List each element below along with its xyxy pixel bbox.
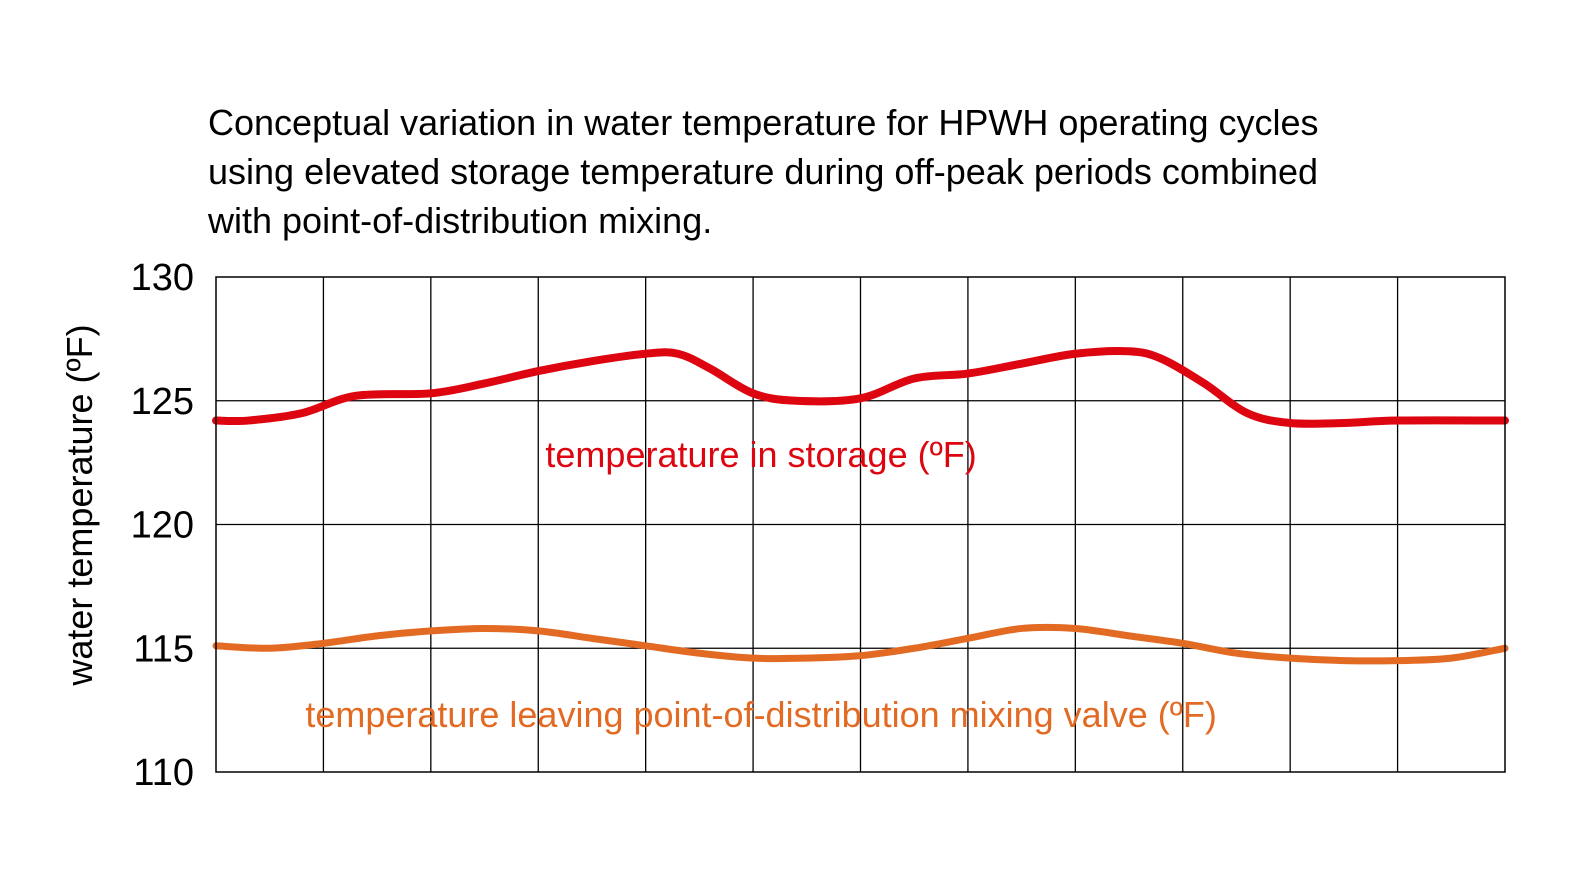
y-tick-label: 110 bbox=[133, 752, 194, 794]
series-label-2: temperature leaving point-of-distributio… bbox=[305, 694, 1217, 735]
grid bbox=[216, 277, 1505, 772]
y-tick-label: 115 bbox=[133, 628, 194, 670]
series-line-2 bbox=[212, 623, 1509, 665]
series-label-1: temperature in storage (ºF) bbox=[545, 434, 976, 475]
series-line-1 bbox=[212, 347, 1509, 428]
y-tick-label: 125 bbox=[131, 381, 194, 423]
y-tick-label: 130 bbox=[131, 257, 194, 299]
series-labels: temperature in storage (ºF) temperature l… bbox=[305, 434, 1217, 735]
chart-title-line-1: Conceptual variation in water temperatur… bbox=[208, 102, 1319, 143]
chart-title-line-3: with point-of-distribution mixing. bbox=[208, 200, 713, 241]
series-lines bbox=[212, 347, 1509, 665]
y-tick-label: 120 bbox=[131, 505, 194, 547]
plot-frame bbox=[215, 276, 1506, 773]
y-axis-label: water temperature (ºF) bbox=[59, 324, 100, 686]
chart-title-line-2: using elevated storage temperature durin… bbox=[208, 151, 1319, 192]
chart-title: Conceptual variation in water temperatur… bbox=[208, 98, 1538, 245]
y-tick-labels: 130 125 120 115 110 bbox=[131, 257, 194, 794]
